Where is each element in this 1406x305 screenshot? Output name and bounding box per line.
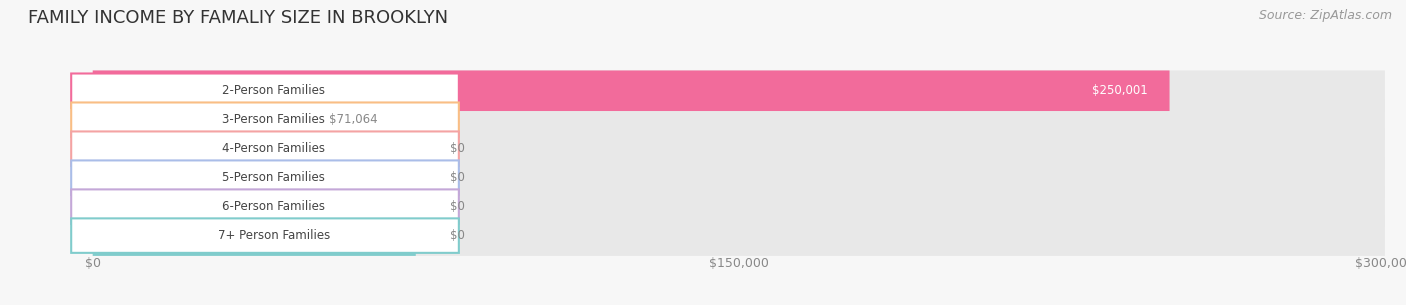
FancyBboxPatch shape: [72, 131, 458, 166]
FancyBboxPatch shape: [93, 215, 1385, 256]
FancyBboxPatch shape: [93, 186, 416, 227]
FancyBboxPatch shape: [72, 74, 458, 108]
Text: $0: $0: [450, 142, 465, 155]
FancyBboxPatch shape: [93, 99, 1385, 140]
Text: $0: $0: [450, 171, 465, 184]
Text: 2-Person Families: 2-Person Families: [222, 84, 325, 97]
FancyBboxPatch shape: [93, 70, 1385, 111]
FancyBboxPatch shape: [72, 218, 458, 253]
FancyBboxPatch shape: [93, 215, 416, 256]
Text: $0: $0: [450, 229, 465, 242]
FancyBboxPatch shape: [72, 160, 458, 195]
Text: 3-Person Families: 3-Person Families: [222, 113, 325, 126]
Text: 4-Person Families: 4-Person Families: [222, 142, 325, 155]
Text: $0: $0: [450, 200, 465, 213]
Text: 6-Person Families: 6-Person Families: [222, 200, 325, 213]
Text: 7+ Person Families: 7+ Person Families: [218, 229, 330, 242]
Text: $71,064: $71,064: [329, 113, 377, 126]
FancyBboxPatch shape: [93, 70, 1170, 111]
FancyBboxPatch shape: [72, 102, 458, 137]
FancyBboxPatch shape: [72, 189, 458, 224]
FancyBboxPatch shape: [93, 157, 1385, 198]
Text: FAMILY INCOME BY FAMALIY SIZE IN BROOKLYN: FAMILY INCOME BY FAMALIY SIZE IN BROOKLY…: [28, 9, 449, 27]
Text: Source: ZipAtlas.com: Source: ZipAtlas.com: [1258, 9, 1392, 22]
FancyBboxPatch shape: [93, 128, 1385, 169]
Text: $250,001: $250,001: [1092, 84, 1149, 97]
FancyBboxPatch shape: [93, 186, 1385, 227]
FancyBboxPatch shape: [93, 99, 399, 140]
Text: 5-Person Families: 5-Person Families: [222, 171, 325, 184]
FancyBboxPatch shape: [93, 128, 416, 169]
FancyBboxPatch shape: [93, 157, 416, 198]
